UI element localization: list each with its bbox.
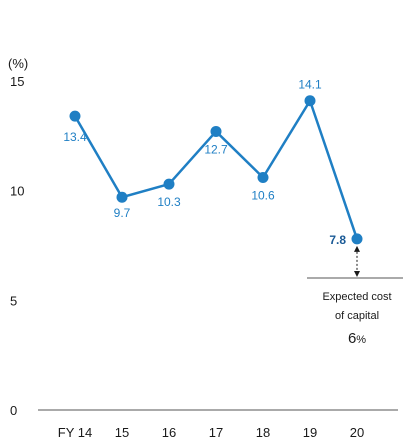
x-axis-ticks: FY 14 15 16 17 18 19 20 xyxy=(58,425,364,440)
y-axis-ticks: 0 5 10 15 xyxy=(10,74,24,418)
y-tick-label: 15 xyxy=(10,74,24,89)
x-tick-label: 16 xyxy=(162,425,176,440)
annotation-value-number: 6 xyxy=(348,330,356,347)
y-tick-label: 10 xyxy=(10,184,24,199)
data-label: 13.4 xyxy=(63,130,87,144)
y-tick-label: 5 xyxy=(10,293,17,308)
y-axis-label: (%) xyxy=(8,56,28,71)
y-tick-label: 0 xyxy=(10,403,17,418)
data-label: 12.7 xyxy=(204,142,228,156)
annotation-line-2: of capital xyxy=(335,310,379,322)
data-labels: 13.4 9.7 10.3 12.7 10.6 14.1 7.8 xyxy=(63,78,346,247)
annotation-value: 6% xyxy=(348,330,366,347)
data-label: 7.8 xyxy=(329,233,346,247)
annotation-value-unit: % xyxy=(356,334,366,346)
x-tick-label: FY 14 xyxy=(58,425,92,440)
x-tick-label: 15 xyxy=(115,425,129,440)
data-label: 14.1 xyxy=(298,78,322,92)
data-point xyxy=(351,233,363,245)
data-point xyxy=(69,110,81,122)
x-tick-label: 18 xyxy=(256,425,270,440)
data-label: 10.6 xyxy=(251,189,275,203)
x-tick-label: 17 xyxy=(209,425,223,440)
gap-arrowhead-up xyxy=(354,245,360,252)
x-tick-label: 20 xyxy=(350,425,364,440)
annotation-line-1: Expected cost xyxy=(322,291,391,303)
data-point xyxy=(163,178,175,190)
gap-arrowhead-down xyxy=(354,271,360,277)
data-label: 9.7 xyxy=(114,206,131,220)
data-points xyxy=(69,95,363,245)
data-point xyxy=(116,191,128,203)
data-point xyxy=(304,95,316,107)
data-point xyxy=(257,172,269,184)
data-point xyxy=(210,125,222,137)
x-tick-label: 19 xyxy=(303,425,317,440)
data-label: 10.3 xyxy=(157,195,181,209)
